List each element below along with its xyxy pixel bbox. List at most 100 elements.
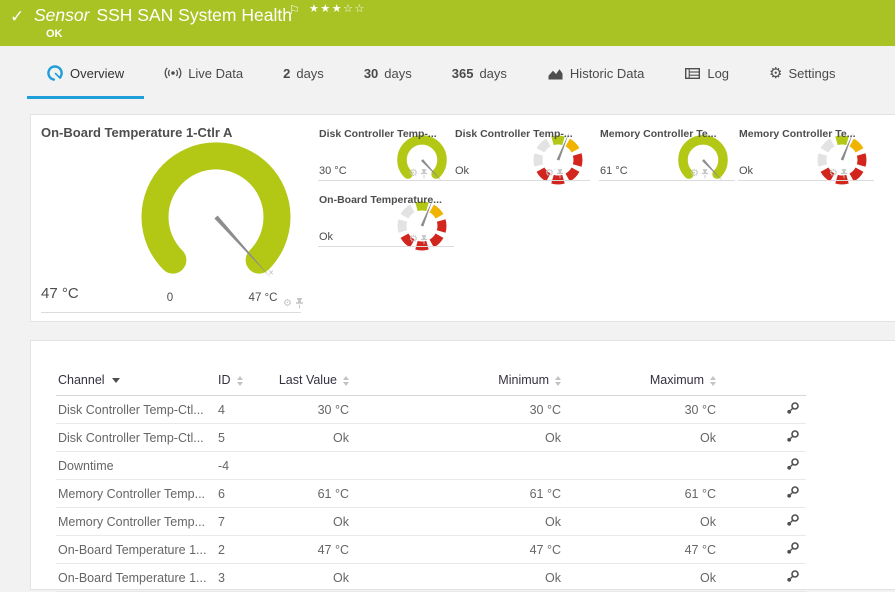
star-empty-icon: ☆☆: [343, 2, 366, 15]
pin-icon[interactable]: [420, 169, 428, 179]
edit-channel-icon: [786, 401, 800, 415]
channel-row: Downtime -4: [56, 451, 806, 480]
edit-channel-icon: [786, 429, 800, 443]
pin-icon[interactable]: [701, 169, 709, 179]
channel-tile-value: Ok: [455, 165, 470, 177]
channel-tile-value: 61 °C: [600, 165, 628, 177]
title-prefix: Sensor: [34, 5, 90, 25]
cell-channel: Disk Controller Temp-Ctl...: [56, 395, 216, 424]
channel-tile-title: On-Board Temperature...: [319, 194, 442, 206]
cell-id: 2: [216, 535, 274, 564]
sort-icon: [710, 375, 716, 386]
pin-icon[interactable]: [295, 298, 304, 309]
tab-number: 30: [363, 65, 379, 81]
tab-2-days[interactable]: 2 days: [263, 46, 344, 100]
channel-tile[interactable]: Memory Controller Te... 61 °C ⚙: [599, 115, 735, 181]
gear-icon[interactable]: ⚙: [283, 297, 292, 309]
pin-icon[interactable]: [840, 169, 848, 179]
gear-icon[interactable]: ⚙: [829, 168, 838, 179]
area-chart-icon: [548, 68, 563, 79]
cell-maximum: [563, 451, 718, 480]
tab-live-data[interactable]: Live Data: [144, 46, 263, 100]
channel-tile-value: Ok: [739, 165, 754, 177]
cell-minimum: 61 °C: [351, 479, 563, 508]
pin-icon[interactable]: [420, 235, 428, 245]
channel-tile[interactable]: Disk Controller Temp-... Ok ⚙: [454, 115, 590, 181]
tab-365-days[interactable]: 365 days: [432, 46, 527, 100]
priority-stars[interactable]: ★★★☆☆: [309, 2, 366, 15]
tab-label: Live Data: [188, 65, 244, 81]
cell-channel: Memory Controller Temp...: [56, 507, 216, 536]
edit-channel-button[interactable]: [786, 485, 800, 502]
gear-icon: ⚙: [769, 63, 783, 82]
tab-label: Settings: [788, 65, 836, 81]
cell-last-value: 47 °C: [274, 535, 351, 564]
cell-minimum: Ok: [351, 507, 563, 536]
gear-icon[interactable]: ⚙: [409, 168, 418, 179]
channel-tile-title: Memory Controller Te...: [739, 128, 856, 140]
cell-id: 4: [216, 395, 274, 424]
status-badge: OK: [46, 28, 63, 40]
pin-icon[interactable]: [556, 169, 564, 179]
gauge-icon: [47, 64, 63, 81]
edit-channel-button[interactable]: [786, 457, 800, 474]
tab-settings[interactable]: ⚙ Settings: [749, 46, 855, 100]
page-title: Sensor SSH SAN System Health: [34, 5, 292, 26]
channel-tile[interactable]: On-Board Temperature... Ok ⚙: [318, 181, 454, 247]
channel-tile-value: Ok: [319, 231, 334, 243]
channel-tile-title: Disk Controller Temp-...: [319, 128, 437, 140]
edit-channel-button[interactable]: [786, 513, 800, 530]
edit-channel-button[interactable]: [786, 401, 800, 418]
tab-number: 2: [283, 65, 291, 81]
divider: [454, 180, 590, 181]
flag-icon[interactable]: ⚐: [289, 3, 300, 17]
edit-channel-button[interactable]: [786, 541, 800, 558]
gauges-card: On-Board Temperature 1-Ctlr A ✕ 0 47 °C …: [30, 114, 895, 322]
gear-icon[interactable]: ⚙: [409, 234, 418, 245]
cell-channel: Memory Controller Temp...: [56, 479, 216, 508]
gear-icon[interactable]: ⚙: [545, 168, 554, 179]
gear-icon[interactable]: ⚙: [690, 168, 699, 179]
column-header-id[interactable]: ID: [216, 365, 274, 396]
tab-overview[interactable]: Overview: [27, 46, 145, 100]
column-header-last-value[interactable]: Last Value: [274, 365, 351, 396]
channel-tile[interactable]: Memory Controller Te... Ok ⚙: [738, 115, 874, 181]
edit-channel-icon: [786, 457, 800, 471]
divider: [318, 246, 454, 247]
edit-channel-button[interactable]: [786, 569, 800, 586]
cell-channel: Downtime: [56, 451, 216, 480]
cell-last-value: 30 °C: [274, 395, 351, 424]
cell-minimum: 47 °C: [351, 535, 563, 564]
tab-log[interactable]: Log: [664, 46, 749, 100]
edit-channel-icon: [786, 485, 800, 499]
column-header-minimum[interactable]: Minimum: [351, 365, 563, 396]
cell-minimum: Ok: [351, 563, 563, 592]
gauge-green-icon: ✕ 0 47 °C: [141, 142, 291, 304]
gauge-scale-max: 47 °C: [249, 292, 278, 304]
tab-number: 365: [451, 65, 474, 81]
tab-historic-data[interactable]: Historic Data: [527, 46, 664, 100]
star-filled-icon: ★★★: [309, 2, 344, 15]
channel-row: Disk Controller Temp-Ctl... 5 Ok Ok Ok: [56, 423, 806, 452]
cell-last-value: 61 °C: [274, 479, 351, 508]
cell-id: -4: [216, 451, 274, 480]
tab-30-days[interactable]: 30 days: [344, 46, 432, 100]
sort-icon: [343, 375, 349, 386]
sensor-header: ✓ Sensor SSH SAN System Health ⚐ ★★★☆☆ OK: [0, 0, 895, 46]
column-header-channel[interactable]: Channel: [56, 365, 216, 396]
cell-last-value: Ok: [274, 423, 351, 452]
edit-channel-button[interactable]: [786, 429, 800, 446]
channel-tile[interactable]: Disk Controller Temp-... 30 °C ⚙: [318, 115, 454, 181]
main-gauge-panel[interactable]: On-Board Temperature 1-Ctlr A ✕ 0 47 °C …: [31, 115, 313, 323]
tab-label: Overview: [70, 65, 125, 81]
cell-id: 5: [216, 423, 274, 452]
column-header-maximum[interactable]: Maximum: [563, 365, 718, 396]
table-header-row: Channel ID Last Value Minimum Maximum: [56, 365, 806, 396]
channel-row: On-Board Temperature 1... 2 47 °C 47 °C …: [56, 535, 806, 564]
cell-maximum: Ok: [563, 563, 718, 592]
cell-last-value: Ok: [274, 507, 351, 536]
tab-label: days: [296, 65, 324, 81]
cell-minimum: [351, 451, 563, 480]
cell-minimum: 30 °C: [351, 395, 563, 424]
tab-label: Historic Data: [569, 65, 645, 81]
